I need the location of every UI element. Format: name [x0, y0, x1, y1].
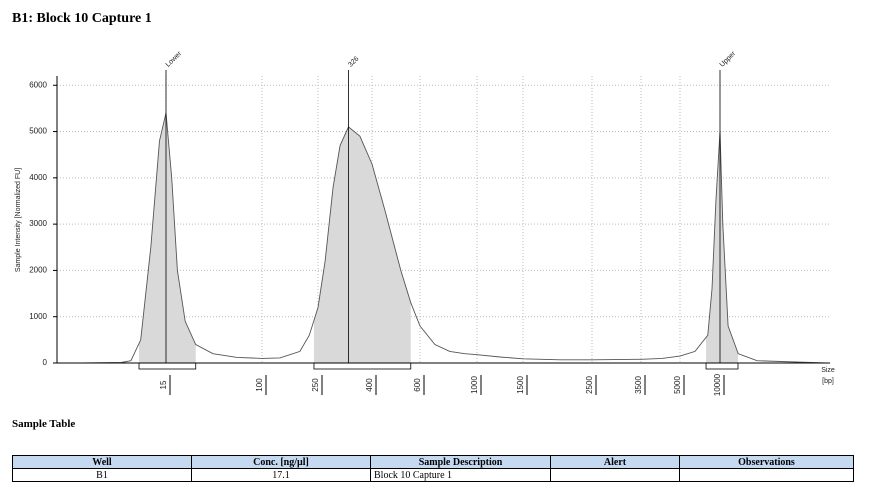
sample-table: Well Conc. [ng/µl] Sample Description Al… [12, 455, 854, 482]
y-axis-label: Sample Intensity [Normalized FU] [15, 168, 22, 272]
y-tick-label: 0 [43, 358, 48, 367]
header-row: Well Conc. [ng/µl] Sample Description Al… [12, 455, 854, 469]
x-tick-label: 5000 [673, 376, 682, 394]
x-tick-label: 10000 [713, 373, 722, 396]
table-title: Sample Table [12, 418, 76, 430]
cell: 17.1 [191, 468, 371, 482]
cell [550, 468, 680, 482]
cell: Block 10 Capture 1 [370, 468, 551, 482]
y-tick-label: 2000 [29, 266, 47, 275]
header-cell: Alert [550, 455, 680, 469]
y-tick-label: 1000 [29, 312, 47, 321]
region-bracket [705, 362, 739, 370]
y-tick-label: 5000 [29, 127, 47, 136]
y-tick-label: 3000 [29, 219, 47, 228]
cell: B1 [12, 468, 192, 482]
x-tick-label: 100 [255, 378, 264, 392]
trace [82, 112, 827, 364]
peak-label: Upper [719, 50, 738, 69]
x-tick-label: 1000 [470, 376, 479, 394]
y-tick-label: 6000 [29, 80, 47, 89]
x-tick-label: 15 [159, 380, 168, 389]
x-tick-label: 400 [365, 378, 374, 392]
peak-label: 326 [347, 55, 360, 68]
header-cell: Observations [679, 455, 854, 469]
x-tick-label: 3500 [634, 376, 643, 394]
x-tick-label: 600 [413, 378, 422, 392]
peak-area [139, 113, 738, 363]
peak-label: Lower [165, 50, 184, 69]
x-axis-unit: [bp] [822, 378, 834, 385]
region-bracket [138, 362, 197, 370]
header-cell: Sample Description [370, 455, 551, 469]
header-cell: Well [12, 455, 192, 469]
cell [679, 468, 854, 482]
region-bracket [313, 362, 412, 370]
row: B1 17.1 Block 10 Capture 1 [12, 468, 854, 482]
chart: Sample Intensity [Normalized FU] Size [b… [15, 50, 835, 396]
x-tick-label: 2500 [585, 376, 594, 394]
header-cell: Conc. [ng/µl] [191, 455, 371, 469]
x-tick-label: 1500 [516, 376, 525, 394]
page-title: B1: Block 10 Capture 1 [12, 11, 152, 26]
x-tick-label: 250 [311, 378, 320, 392]
y-tick-label: 4000 [29, 173, 47, 182]
x-axis-label: Size [821, 367, 835, 374]
